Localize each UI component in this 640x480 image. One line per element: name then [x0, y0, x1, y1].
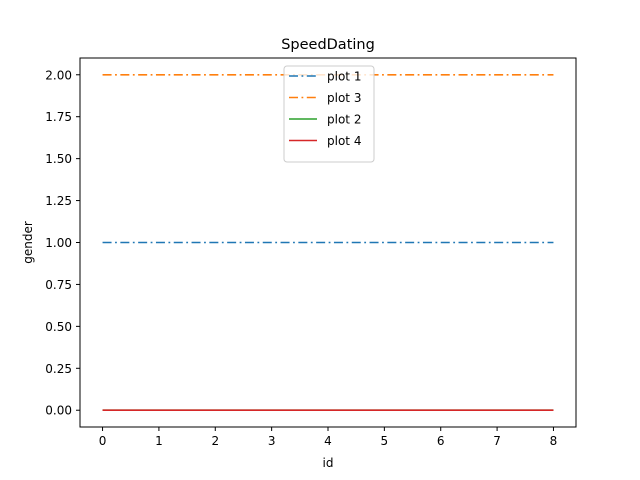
x-axis: 0 1 2 3 4 5 6 7 8	[99, 427, 558, 448]
y-tick-label: 0.00	[45, 404, 72, 418]
y-tick-label: 1.50	[45, 152, 72, 166]
x-tick-label: 8	[550, 434, 558, 448]
chart-title: SpeedDating	[281, 37, 375, 53]
legend-label: plot 3	[327, 91, 361, 105]
x-tick-label: 6	[437, 434, 445, 448]
y-tick-label: 0.50	[45, 320, 72, 334]
x-tick-label: 0	[99, 434, 107, 448]
y-tick-label: 2.00	[45, 68, 72, 82]
legend-label: plot 2	[327, 113, 361, 127]
y-axis: 0.00 0.25 0.50 0.75 1.00 1.25 1.50 1.75 2.00	[45, 68, 80, 418]
y-axis-label: gender	[21, 221, 35, 264]
y-tick-label: 1.00	[45, 236, 72, 250]
legend-box	[283, 65, 375, 163]
x-tick-label: 7	[493, 434, 501, 448]
y-tick-label: 1.25	[45, 194, 72, 208]
x-tick-label: 3	[268, 434, 276, 448]
legend-label: plot 1	[327, 70, 361, 84]
x-axis-label: id	[323, 456, 334, 470]
x-tick-label: 5	[381, 434, 389, 448]
y-tick-label: 1.75	[45, 110, 72, 124]
x-tick-label: 1	[155, 434, 163, 448]
legend-label: plot 4	[327, 134, 361, 148]
x-tick-label: 4	[324, 434, 332, 448]
legend: plot 1 plot 3 plot 2 plot 4	[283, 65, 375, 163]
series-layer	[102, 73, 554, 412]
y-tick-label: 0.25	[45, 362, 72, 376]
x-tick-label: 2	[211, 434, 219, 448]
y-tick-label: 0.75	[45, 278, 72, 292]
